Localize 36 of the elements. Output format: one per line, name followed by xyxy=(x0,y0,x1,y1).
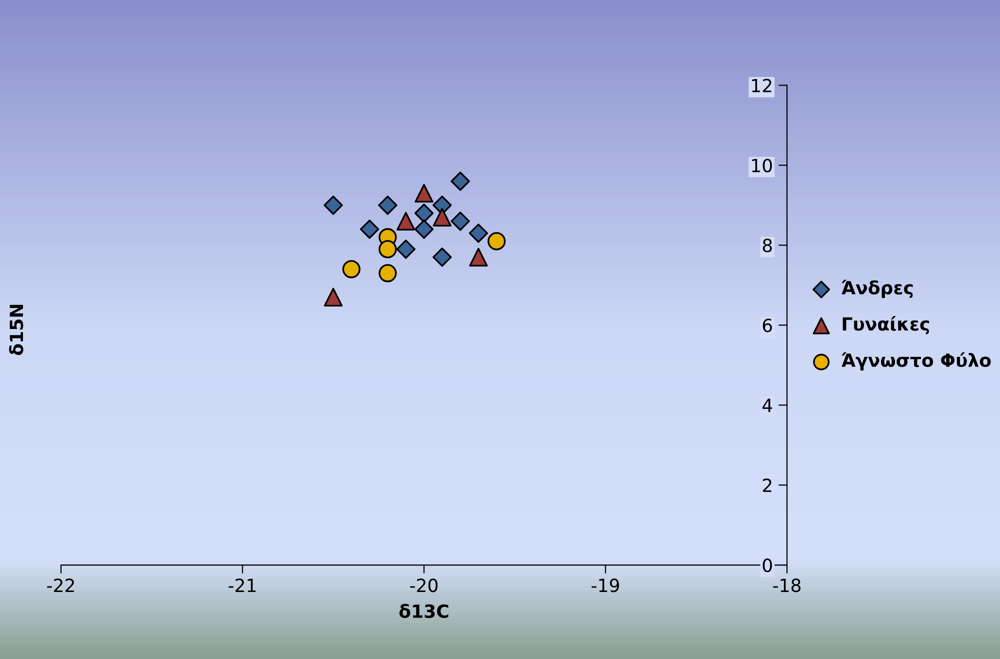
point xyxy=(488,232,506,250)
point xyxy=(378,264,397,282)
x-tick-label: -18 xyxy=(773,578,801,592)
x-tick-label: -21 xyxy=(228,578,256,592)
x-tick-label: -19 xyxy=(592,578,619,592)
y-tick-label: 0 xyxy=(762,558,772,572)
point xyxy=(468,224,488,243)
point xyxy=(396,212,416,231)
y-tick-label: 6 xyxy=(762,318,772,332)
point xyxy=(414,184,434,203)
y-tick-label: 4 xyxy=(762,398,772,412)
y-tick-label: 2 xyxy=(762,478,772,492)
legend-label: Άγνωστο Φύλο xyxy=(842,352,991,370)
point xyxy=(378,196,398,215)
point xyxy=(450,212,470,231)
point xyxy=(432,208,452,227)
point xyxy=(414,204,434,223)
y-tick-label: 10 xyxy=(752,158,772,172)
x-tick-label: -20 xyxy=(410,578,438,592)
y-axis-title: δ15N xyxy=(9,304,24,356)
point xyxy=(324,196,343,215)
point xyxy=(469,248,488,267)
point xyxy=(324,288,343,307)
point xyxy=(414,220,434,239)
point xyxy=(396,240,416,259)
legend-label: Άνδρες xyxy=(842,280,913,298)
point xyxy=(450,172,470,191)
y-tick-label: 8 xyxy=(762,238,772,252)
y-tick-label: 12 xyxy=(752,78,772,92)
x-axis-title: δ13C xyxy=(399,604,448,618)
point xyxy=(432,248,452,267)
point xyxy=(360,220,380,239)
point xyxy=(378,240,397,258)
legend-label: Γυναίκες xyxy=(842,316,929,334)
point xyxy=(342,260,360,278)
x-tick-label: -22 xyxy=(47,578,74,592)
